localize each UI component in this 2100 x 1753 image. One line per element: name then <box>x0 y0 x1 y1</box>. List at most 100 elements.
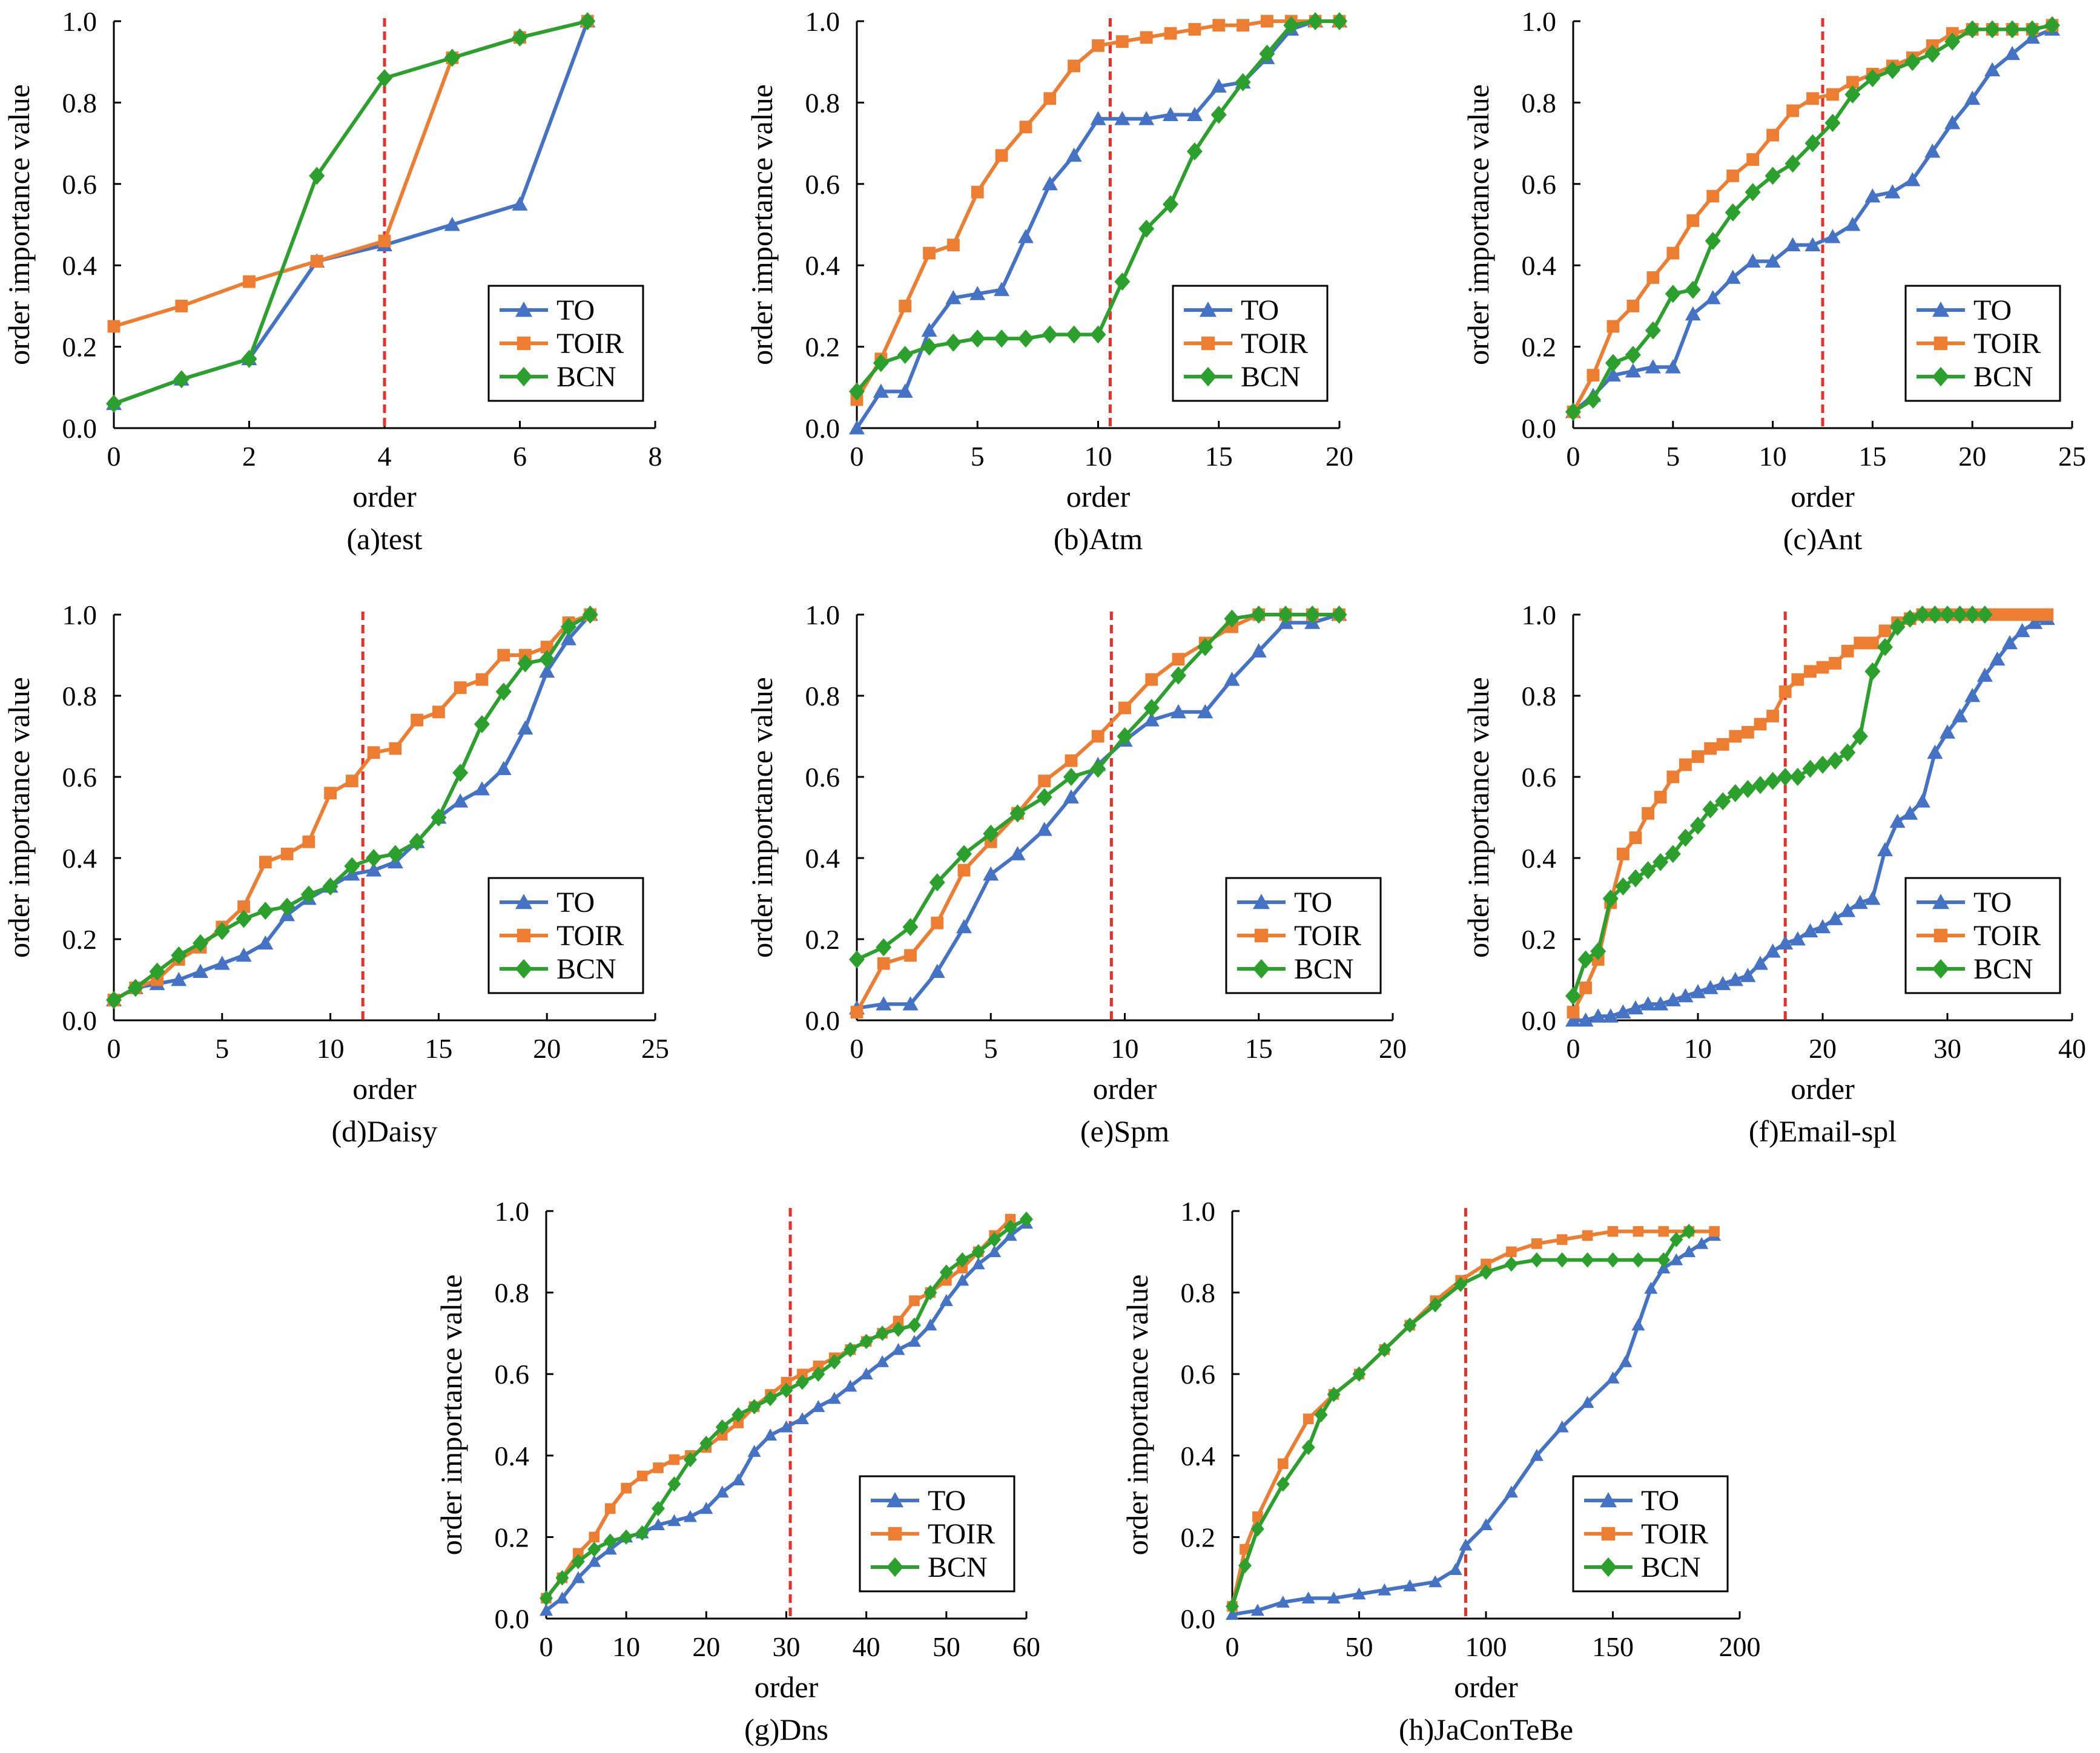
data-point-toir <box>1278 1458 1289 1470</box>
data-point-to <box>1605 367 1621 382</box>
data-point-to <box>512 196 528 211</box>
data-point-bcn <box>540 1590 553 1606</box>
data-point-toir <box>653 1462 664 1473</box>
data-point-bcn <box>1259 44 1275 63</box>
panel-caption: (a)test <box>347 522 423 556</box>
y-tick-label: 0.6 <box>805 762 840 793</box>
data-point-toir <box>1481 1258 1491 1270</box>
data-point-bcn <box>1685 280 1701 299</box>
data-point-bcn <box>667 1476 681 1492</box>
data-point-bcn <box>1163 195 1179 214</box>
data-point-toir <box>1633 1226 1644 1237</box>
data-point-to <box>1066 147 1082 162</box>
data-point-bcn <box>587 1541 601 1557</box>
data-point-toir <box>1786 104 1799 117</box>
legend-label: BCN <box>1294 953 1354 985</box>
data-point-to <box>1090 111 1106 125</box>
data-point-bcn <box>1877 638 1893 656</box>
data-point-to <box>1448 1563 1462 1576</box>
data-point-bcn <box>1864 69 1881 88</box>
data-point-bcn <box>1653 853 1669 871</box>
data-point-bcn <box>2004 20 2021 39</box>
data-point-toir <box>781 1376 792 1388</box>
x-tick-label: 40 <box>853 1631 880 1662</box>
data-point-to <box>1765 253 1781 268</box>
legend-label: TOIR <box>1241 328 1308 360</box>
data-point-bcn <box>923 1284 937 1301</box>
data-point-toir <box>1240 1543 1250 1555</box>
data-point-bcn <box>939 1264 953 1280</box>
data-point-to <box>1138 111 1155 125</box>
data-point-toir <box>475 673 489 686</box>
data-point-bcn <box>1927 606 1943 624</box>
y-tick-label: 0.0 <box>805 1005 840 1036</box>
data-point-toir <box>1617 847 1629 860</box>
data-point-toir <box>1654 791 1667 804</box>
data-point-to <box>2027 615 2043 629</box>
y-tick-label: 0.8 <box>805 87 840 118</box>
y-tick-label: 0.6 <box>62 169 97 200</box>
y-tick-label: 0.2 <box>805 332 840 363</box>
data-point-bcn <box>1889 618 1906 636</box>
data-point-toir <box>947 239 960 251</box>
data-point-bcn <box>1984 20 2001 39</box>
legend-marker <box>1601 1527 1616 1541</box>
data-point-bcn <box>517 654 533 673</box>
legend-label: BCN <box>1641 1551 1701 1583</box>
y-tick-label: 0.0 <box>1522 1005 1557 1036</box>
data-point-toir <box>1729 730 1742 743</box>
data-point-bcn <box>652 1500 665 1516</box>
y-tick-label: 0.6 <box>805 169 840 200</box>
data-point-bcn <box>1331 606 1347 624</box>
chart-panel-7: 0 50 100 150 200 0.0 0.2 0.4 0.6 0.8 1.0 order order… <box>1120 1196 1761 1746</box>
data-point-to <box>1163 107 1179 121</box>
legend-marker <box>1600 1557 1617 1577</box>
data-point-toir <box>1746 153 1760 166</box>
data-point-to <box>1685 306 1701 321</box>
data-point-bcn <box>1914 606 1930 624</box>
data-point-bcn <box>1504 1256 1518 1272</box>
y-tick-label: 0.0 <box>1181 1603 1216 1634</box>
data-point-toir <box>1878 624 1892 638</box>
data-point-bcn <box>1902 609 1918 628</box>
data-point-to <box>897 383 913 398</box>
y-tick-label: 0.0 <box>495 1603 530 1634</box>
y-tick-label: 0.4 <box>1522 843 1557 874</box>
data-point-toir <box>1704 742 1717 755</box>
chart-panel-4: 0 5 10 15 20 0.0 0.2 0.4 0.6 0.8 1.0 order order imp… <box>745 599 1407 1148</box>
data-point-toir <box>378 234 391 248</box>
y-tick-label: 0.2 <box>1522 924 1557 955</box>
data-point-bcn <box>897 346 913 364</box>
data-point-bcn <box>1352 1366 1366 1382</box>
data-point-bcn <box>811 1366 825 1382</box>
legend-marker <box>888 1527 902 1541</box>
data-point-to <box>1852 894 1868 910</box>
data-point-toir <box>1629 831 1642 844</box>
data-point-to <box>1944 115 1961 130</box>
data-point-toir <box>904 949 917 962</box>
data-point-to <box>683 1510 697 1522</box>
data-point-bcn <box>1276 1476 1290 1492</box>
data-point-bcn <box>512 28 528 47</box>
data-point-to <box>1665 359 1681 374</box>
y-tick-label: 0.2 <box>62 924 97 955</box>
legend-marker <box>515 302 532 317</box>
data-point-to <box>715 1485 729 1498</box>
data-point-bcn <box>683 1451 697 1468</box>
data-point-bcn <box>1785 154 1801 173</box>
data-point-to <box>1301 1591 1315 1604</box>
data-point-bcn <box>1224 609 1240 628</box>
legend-marker <box>1201 336 1215 351</box>
x-axis-title: order <box>1791 1072 1855 1106</box>
data-point-to <box>764 1428 778 1441</box>
data-point-bcn <box>193 934 209 952</box>
y-tick-label: 0.0 <box>805 413 840 444</box>
data-point-to <box>1740 968 1756 982</box>
data-point-bcn <box>1964 606 1981 624</box>
data-point-bcn <box>1682 1224 1696 1240</box>
data-point-bcn <box>1864 662 1881 681</box>
data-point-to <box>971 1257 985 1270</box>
legend-marker <box>515 959 532 979</box>
